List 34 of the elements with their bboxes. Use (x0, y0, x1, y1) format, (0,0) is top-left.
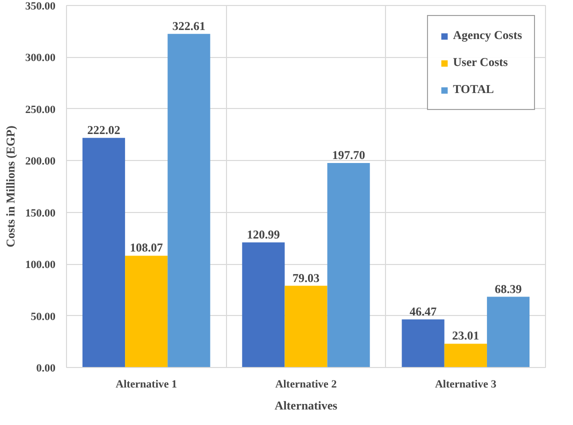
bar (402, 319, 444, 368)
x-axis-title: Alternatives (274, 398, 338, 412)
bar (444, 344, 487, 368)
data-label: 197.70 (332, 148, 366, 162)
data-label: 322.61 (172, 18, 206, 33)
bar (284, 286, 328, 368)
y-tick-label: 200.00 (25, 156, 56, 168)
legend-label: User Costs (453, 55, 508, 70)
bar (327, 163, 370, 368)
y-tick-label: 0.00 (36, 362, 56, 374)
y-tick-label: 100.00 (25, 259, 56, 272)
bar (242, 242, 285, 368)
data-label: 108.07 (130, 240, 163, 255)
y-tick-label: 250.00 (25, 104, 56, 116)
x-tick-label: Alternative 3 (434, 378, 497, 390)
legend-label: TOTAL (453, 82, 494, 97)
data-label: 120.99 (246, 227, 280, 242)
legend-label: Agency Costs (453, 28, 522, 43)
bar (125, 256, 168, 368)
y-tick-label: 300.00 (25, 52, 56, 64)
y-tick-label: 350.00 (25, 0, 56, 12)
y-tick-label: 150.00 (25, 207, 56, 220)
data-label: 46.47 (410, 304, 437, 318)
data-label: 23.01 (452, 328, 480, 343)
x-tick-label: Alternative 1 (116, 378, 178, 390)
data-label: 68.39 (494, 282, 522, 296)
bar (82, 138, 126, 368)
y-axis-title: Costs in Millions (EGP) (3, 126, 18, 248)
data-label: 222.02 (87, 122, 120, 137)
x-tick-label: Alternative 2 (275, 378, 338, 390)
y-tick-label: 50.00 (30, 310, 56, 323)
data-label: 79.03 (292, 270, 320, 285)
bar (486, 296, 530, 368)
bar (168, 34, 210, 368)
